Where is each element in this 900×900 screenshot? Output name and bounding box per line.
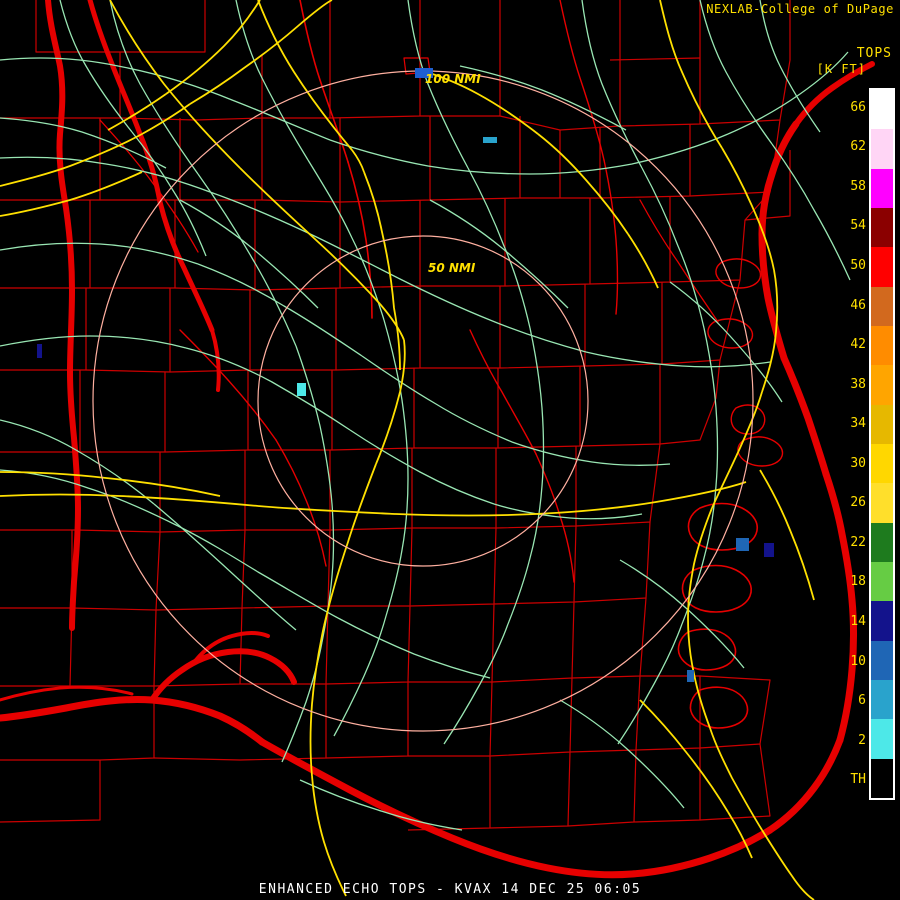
colorbar-swatch-50 bbox=[871, 286, 893, 326]
colorbar-tick-26: 26 bbox=[850, 495, 866, 511]
colorbar-tick-50: 50 bbox=[850, 258, 866, 273]
colorbar-swatch-TH bbox=[871, 758, 893, 798]
colorbar-swatch-66 bbox=[871, 129, 893, 169]
echo-returns bbox=[37, 68, 774, 682]
echo-coast-blue-b bbox=[764, 543, 774, 557]
colorbar-swatch-46 bbox=[871, 325, 893, 366]
colorbar[interactable] bbox=[869, 88, 895, 800]
echo-south-blue bbox=[687, 670, 694, 682]
colorbar-tick-14: 14 bbox=[850, 614, 866, 629]
colorbar-tick-TH: TH bbox=[850, 772, 866, 788]
echo-center-cyan bbox=[297, 383, 306, 396]
colorbar-swatch-38 bbox=[871, 404, 893, 444]
colorbar-swatch-10 bbox=[871, 679, 893, 720]
colorbar-tick-66: 66 bbox=[850, 99, 866, 115]
colorbar-tick-22: 22 bbox=[850, 534, 866, 550]
colorbar-swatch-70 bbox=[871, 90, 893, 130]
coastline-water bbox=[0, 0, 875, 879]
colorbar-swatch-22 bbox=[871, 561, 893, 602]
echo-ne-blue bbox=[483, 137, 497, 143]
colorbar-swatch-58 bbox=[871, 207, 893, 248]
colorbar-tick-6: 6 bbox=[858, 693, 866, 709]
colorbar-swatch-30 bbox=[871, 483, 893, 523]
colorbar-swatch-14 bbox=[871, 640, 893, 680]
legend-units: [K FT] bbox=[816, 62, 866, 76]
range-ring-label-100nmi: 100 NMI bbox=[425, 72, 481, 86]
colorbar-swatch-26 bbox=[871, 522, 893, 562]
echo-west-navy bbox=[37, 344, 42, 358]
highway-network bbox=[0, 0, 815, 900]
colorbar-tick-labels: 66 62 58 54 50 46 42 38 34 30 26 22 18 14 10 6 2 TH bbox=[832, 88, 866, 800]
echo-coast-blue-a bbox=[736, 538, 749, 551]
colorbar-swatch-6 bbox=[871, 719, 893, 759]
legend-title: TOPS bbox=[856, 46, 892, 61]
colorbar-tick-42: 42 bbox=[850, 337, 866, 353]
colorbar-tick-10: 10 bbox=[850, 653, 866, 669]
colorbar-tick-46: 46 bbox=[850, 297, 866, 313]
road-network bbox=[0, 0, 851, 831]
colorbar-tick-62: 62 bbox=[850, 139, 866, 155]
range-ring-label-50nmi: 50 NMI bbox=[428, 261, 476, 275]
colorbar-swatch-54 bbox=[871, 247, 893, 287]
colorbar-swatch-18 bbox=[871, 601, 893, 641]
colorbar-swatch-42 bbox=[871, 365, 893, 405]
colorbar-swatch-34 bbox=[871, 443, 893, 484]
colorbar-tick-18: 18 bbox=[850, 574, 866, 590]
colorbar-tick-54: 54 bbox=[850, 218, 866, 234]
product-footer: ENHANCED ECHO TOPS - KVAX 14 DEC 25 06:0… bbox=[258, 882, 642, 897]
colorbar-tick-2: 2 bbox=[858, 732, 866, 748]
colorbar-tick-58: 58 bbox=[850, 178, 866, 194]
colorbar-tick-30: 30 bbox=[850, 455, 866, 471]
colorbar-swatch-62 bbox=[871, 168, 893, 208]
echo-north-blue bbox=[415, 68, 433, 78]
colorbar-tick-34: 34 bbox=[850, 416, 866, 432]
colorbar-tick-38: 38 bbox=[850, 376, 866, 392]
range-ring-50nmi bbox=[257, 235, 589, 567]
provider-credit: NEXLAB-College of DuPage bbox=[706, 2, 894, 16]
